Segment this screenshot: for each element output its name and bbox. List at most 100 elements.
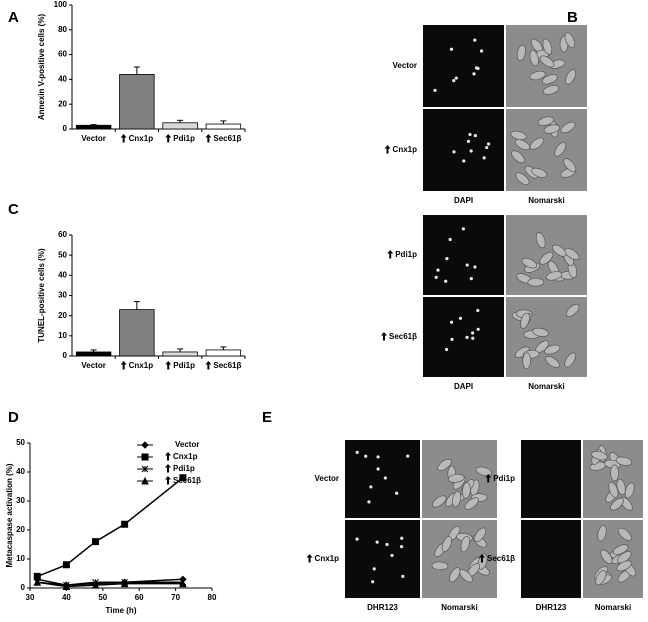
bar [75, 351, 112, 357]
cell [545, 356, 560, 368]
y-tick-label: 30 [58, 291, 67, 300]
fluorescence-image [521, 440, 581, 518]
point [33, 578, 42, 586]
cell [564, 248, 580, 260]
y-tick-label: 20 [58, 311, 67, 320]
bar [162, 122, 198, 130]
cell [510, 130, 527, 141]
up-arrow [485, 474, 492, 483]
nucleus [470, 331, 475, 335]
y-tick-label: 50 [58, 250, 67, 259]
nucleus [433, 88, 437, 93]
row-label: Pdi1p [395, 250, 417, 259]
y-tick-label: 0 [63, 351, 68, 360]
up-arrow [205, 361, 212, 370]
nucleus [465, 263, 469, 267]
cell [544, 344, 561, 355]
nucleus [434, 275, 438, 280]
x-tick-label: Sec61β [213, 361, 241, 370]
legend-label: Vector [175, 440, 199, 449]
point [179, 579, 187, 588]
nucleus [469, 277, 473, 281]
x-tick-label: 70 [171, 593, 180, 602]
point [92, 538, 100, 546]
cell [565, 303, 580, 317]
nucleus [465, 335, 469, 339]
y-axis-label: TUNEL-positive cells (%) [37, 248, 46, 343]
column-label: DAPI [454, 196, 473, 205]
y-tick-label: 20 [58, 99, 67, 108]
row-label: Cnx1p [315, 554, 340, 563]
nucleus [390, 553, 394, 558]
nucleus [364, 454, 368, 458]
panel-letter: C [8, 201, 19, 218]
bar [119, 74, 155, 130]
x-tick-label: Pdi1p [173, 134, 195, 143]
panel-letter: E [262, 409, 272, 426]
cell [565, 69, 576, 85]
cell [529, 70, 546, 81]
cell [441, 536, 452, 552]
cell [432, 495, 447, 508]
nucleus [401, 574, 405, 578]
legend-label: Cnx1p [173, 452, 198, 461]
x-tick-label: 40 [62, 593, 71, 602]
y-tick-label: 100 [54, 0, 68, 9]
cell [539, 251, 554, 265]
nucleus [473, 265, 477, 269]
cell [532, 327, 549, 337]
row-label: Vector [315, 474, 339, 483]
nucleus [466, 139, 471, 143]
x-tick-label: Vector [81, 361, 105, 370]
point [91, 580, 100, 589]
nucleus [372, 567, 376, 571]
up-arrow [380, 332, 387, 341]
nucleus [444, 347, 449, 352]
nucleus [436, 268, 440, 272]
up-arrow [165, 476, 171, 485]
line [37, 477, 184, 578]
column-label: Nomarski [528, 382, 564, 391]
cell [616, 478, 626, 496]
panel-letter: B [567, 9, 578, 26]
fluorescence-image [423, 109, 504, 191]
column-label: DHR123 [367, 603, 398, 612]
nucleus [369, 485, 373, 489]
cell [616, 560, 632, 572]
nucleus [485, 145, 489, 150]
nucleus [476, 66, 480, 71]
up-arrow [387, 250, 394, 259]
x-tick-label: Sec61β [213, 134, 241, 143]
cell [560, 121, 576, 134]
cell [531, 167, 548, 178]
cell [597, 525, 607, 542]
nucleus [473, 38, 477, 42]
nucleus [375, 540, 379, 544]
cell [431, 561, 449, 571]
cell [522, 352, 532, 370]
cell [617, 551, 632, 564]
bar [75, 124, 112, 130]
y-tick-label: 40 [16, 467, 25, 476]
x-tick-label: 80 [208, 593, 217, 602]
cell [449, 567, 461, 583]
legend-marker [141, 441, 149, 449]
cell [529, 137, 545, 150]
nucleus [400, 536, 404, 540]
nucleus [454, 76, 458, 80]
cell [461, 482, 471, 499]
cell [514, 139, 531, 151]
nucleus [355, 450, 359, 454]
nucleus [444, 279, 448, 283]
bar [162, 351, 198, 357]
cell [564, 352, 576, 368]
legend-marker [141, 465, 149, 473]
cell [545, 271, 563, 281]
legend-marker [141, 476, 149, 485]
cell [564, 32, 576, 49]
up-arrow [478, 554, 485, 563]
legend-label: Pdi1p [173, 464, 195, 473]
up-arrow [120, 134, 127, 143]
y-tick-label: 0 [21, 583, 26, 592]
